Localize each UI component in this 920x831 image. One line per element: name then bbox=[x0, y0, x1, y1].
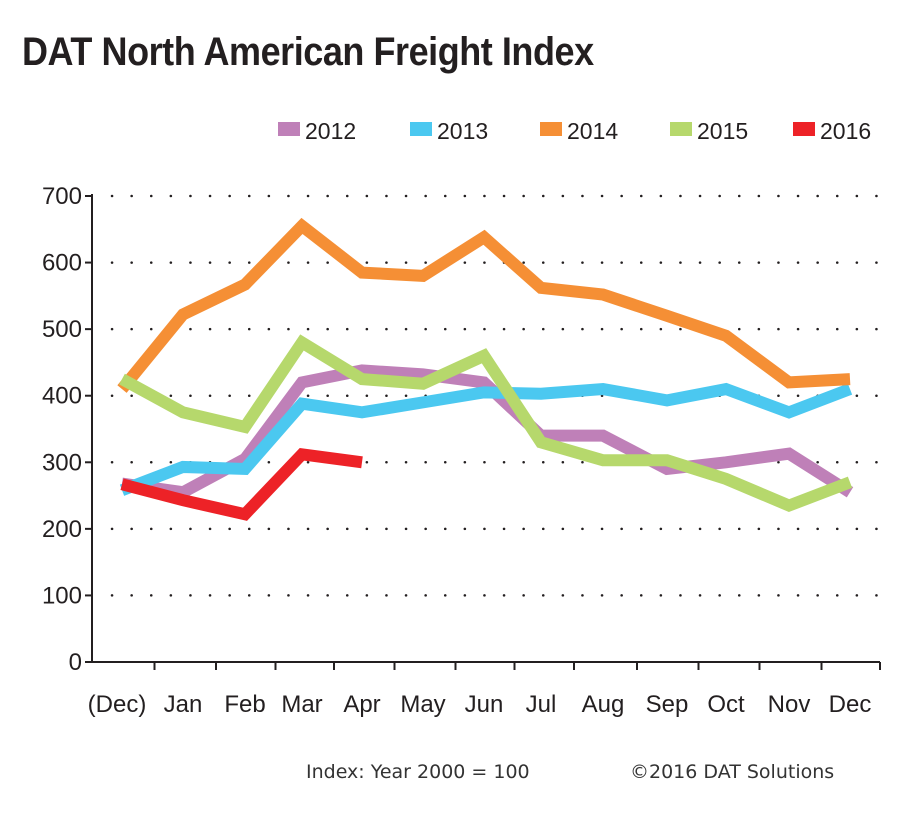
y-tick-label: 300 bbox=[42, 449, 82, 476]
y-tick-label: 600 bbox=[42, 250, 82, 277]
x-tick-label: Oct bbox=[707, 691, 745, 718]
legend-swatch-2012 bbox=[278, 122, 300, 136]
y-tick-label: 100 bbox=[42, 582, 82, 609]
x-tick-label: Apr bbox=[343, 691, 380, 718]
series-line-2013 bbox=[119, 382, 853, 496]
y-tick-label: 700 bbox=[42, 183, 82, 210]
y-tick-label: 200 bbox=[42, 516, 82, 543]
x-tick-label: Sep bbox=[646, 691, 689, 718]
legend-label-2016: 2016 bbox=[820, 118, 871, 144]
x-tick-label: Jul bbox=[526, 691, 557, 718]
copyright: ©2016 DAT Solutions bbox=[630, 761, 835, 783]
x-tick-label: May bbox=[400, 691, 445, 718]
series-line-2012 bbox=[121, 364, 854, 499]
x-tick-label: Mar bbox=[281, 691, 322, 718]
x-tick-label: Feb bbox=[224, 691, 265, 718]
legend-label-2015: 2015 bbox=[697, 118, 748, 144]
series-line-2015 bbox=[119, 334, 853, 513]
series-line-2016 bbox=[120, 447, 363, 521]
x-tick-label: Jan bbox=[164, 691, 203, 718]
chart-title: DAT North American Freight Index bbox=[22, 30, 594, 74]
legend-label-2014: 2014 bbox=[567, 118, 618, 144]
legend-swatch-2014 bbox=[540, 122, 562, 136]
legend-swatch-2016 bbox=[793, 122, 815, 136]
legend-label-2012: 2012 bbox=[305, 118, 356, 144]
series-line-2014 bbox=[117, 217, 851, 393]
legend-label-2013: 2013 bbox=[437, 118, 488, 144]
x-tick-label: (Dec) bbox=[88, 691, 147, 718]
y-tick-label: 0 bbox=[69, 649, 82, 676]
index-note: Index: Year 2000 = 100 bbox=[306, 761, 530, 783]
y-tick-label: 400 bbox=[42, 383, 82, 410]
legend-swatch-2015 bbox=[670, 122, 692, 136]
legend-swatch-2013 bbox=[410, 122, 432, 136]
x-tick-label: Aug bbox=[582, 691, 625, 718]
y-tick-label: 500 bbox=[42, 316, 82, 343]
x-tick-label: Jun bbox=[465, 691, 504, 718]
x-tick-label: Nov bbox=[768, 691, 811, 718]
x-tick-label: Dec bbox=[829, 691, 872, 718]
